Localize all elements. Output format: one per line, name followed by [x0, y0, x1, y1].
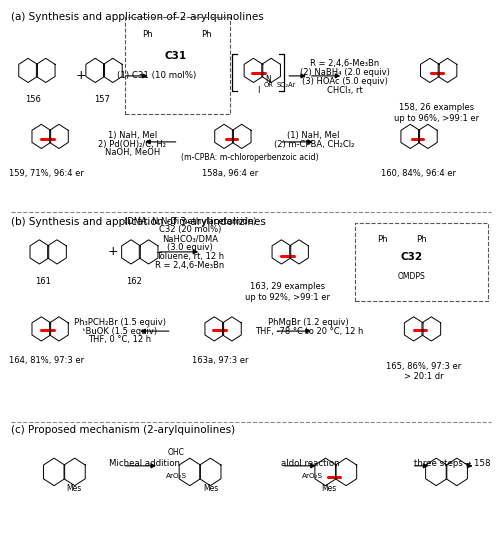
Text: R = 2,4,6-Me₃Bn: R = 2,4,6-Me₃Bn — [310, 59, 380, 68]
Text: THF, -78 °C to 20 °C, 12 h: THF, -78 °C to 20 °C, 12 h — [254, 327, 363, 336]
Text: 163a, 97:3 er: 163a, 97:3 er — [192, 356, 249, 365]
Text: 160, 84%, 96:4 er: 160, 84%, 96:4 er — [381, 169, 456, 178]
Text: NaOH, MeOH: NaOH, MeOH — [105, 148, 160, 157]
Text: (b) Synthesis and application of 3-arylindolizines: (b) Synthesis and application of 3-aryli… — [11, 217, 266, 227]
Text: (a) Synthesis and application of 2-arylquinolines: (a) Synthesis and application of 2-arylq… — [11, 12, 264, 22]
Text: Mes: Mes — [321, 484, 336, 493]
Text: (DMA: N,N-Dimethylacetamide): (DMA: N,N-Dimethylacetamide) — [124, 217, 256, 226]
Text: → 158: → 158 — [464, 459, 491, 468]
Text: 161: 161 — [35, 277, 51, 285]
Text: Mes: Mes — [203, 484, 218, 493]
Text: Toluene, rt, 12 h: Toluene, rt, 12 h — [156, 252, 224, 261]
Text: C32 (20 mol%): C32 (20 mol%) — [159, 226, 221, 234]
Text: (3.0 equiv): (3.0 equiv) — [167, 243, 213, 252]
Text: 159, 71%, 96:4 er: 159, 71%, 96:4 er — [9, 169, 84, 178]
Text: 165, 86%, 97:3 er
> 20:1 dr: 165, 86%, 97:3 er > 20:1 dr — [386, 362, 461, 381]
Text: Mes: Mes — [66, 484, 81, 493]
Text: PhMgBr (1.2 equiv): PhMgBr (1.2 equiv) — [268, 318, 349, 327]
Text: OR: OR — [263, 82, 273, 88]
Text: Ph: Ph — [142, 30, 152, 38]
Text: THF, 0 °C, 12 h: THF, 0 °C, 12 h — [88, 336, 151, 344]
Text: aldol reaction: aldol reaction — [282, 459, 340, 468]
Text: (c) Proposed mechanism (2-arylquinolines): (c) Proposed mechanism (2-arylquinolines… — [11, 425, 235, 435]
Text: 158a, 96:4 er: 158a, 96:4 er — [202, 169, 258, 178]
Text: 158, 26 examples
up to 96%, >99:1 er: 158, 26 examples up to 96%, >99:1 er — [394, 103, 479, 123]
Text: (2) m-CPBA, CH₂Cl₂: (2) m-CPBA, CH₂Cl₂ — [274, 140, 354, 148]
Text: R = 2,4,6-Me₃Bn: R = 2,4,6-Me₃Bn — [155, 261, 224, 270]
Text: 163, 29 examples
up to 92%, >99:1 er: 163, 29 examples up to 92%, >99:1 er — [245, 282, 330, 301]
Text: Ph: Ph — [201, 30, 211, 38]
Text: 156: 156 — [25, 95, 41, 103]
Text: three steps: three steps — [414, 459, 463, 468]
Text: C31: C31 — [164, 51, 186, 61]
Text: 1) NaH, MeI: 1) NaH, MeI — [108, 131, 157, 140]
Text: Ph₃PCH₂Br (1.5 equiv): Ph₃PCH₂Br (1.5 equiv) — [74, 318, 166, 327]
Text: Ph: Ph — [416, 235, 427, 244]
Text: (1) C31 (10 mol%): (1) C31 (10 mol%) — [118, 72, 196, 80]
Text: 162: 162 — [126, 277, 142, 285]
Text: NaHCO₃/DMA: NaHCO₃/DMA — [162, 234, 218, 243]
Text: C32: C32 — [401, 252, 423, 262]
Text: (m-CPBA: m-chloroperbenzoic acid): (m-CPBA: m-chloroperbenzoic acid) — [181, 153, 319, 162]
Text: Micheal addition: Micheal addition — [109, 459, 180, 468]
Text: Ph: Ph — [377, 235, 388, 244]
Text: +: + — [108, 245, 118, 258]
Text: +: + — [75, 69, 86, 82]
Text: I: I — [257, 86, 259, 95]
Text: CHCl₃, rt: CHCl₃, rt — [327, 86, 363, 95]
Text: ArO₂S: ArO₂S — [302, 473, 323, 478]
Text: SO₂Ar: SO₂Ar — [276, 82, 296, 88]
Text: 164, 81%, 97:3 er: 164, 81%, 97:3 er — [8, 356, 84, 365]
Text: 157: 157 — [94, 95, 110, 103]
Text: OMDPS: OMDPS — [398, 272, 426, 280]
Text: N: N — [265, 75, 271, 84]
Text: (3) HOAc (5.0 equiv): (3) HOAc (5.0 equiv) — [302, 77, 388, 86]
Text: OHC: OHC — [168, 448, 185, 456]
Text: 2) Pd(OH)₂/C, H₂: 2) Pd(OH)₂/C, H₂ — [98, 140, 167, 148]
Text: (1) NaH, MeI: (1) NaH, MeI — [288, 131, 340, 140]
Text: (2) NaBH₄ (2.0 equiv): (2) NaBH₄ (2.0 equiv) — [300, 68, 390, 77]
Text: ᵗBuOK (1.5 equiv): ᵗBuOK (1.5 equiv) — [83, 327, 157, 336]
Text: ArO₂S: ArO₂S — [166, 473, 187, 478]
